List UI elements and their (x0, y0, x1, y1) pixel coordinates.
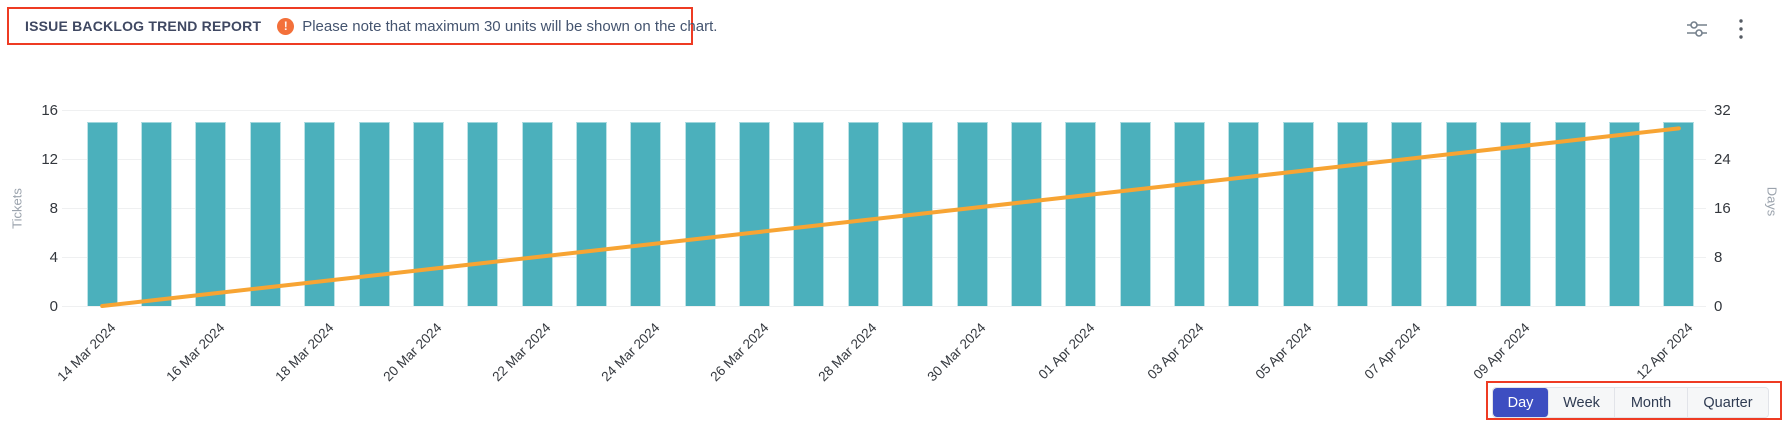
bar (86, 122, 118, 306)
bar (521, 122, 553, 306)
bar (847, 122, 879, 306)
right-axis-tick: 0 (1714, 298, 1723, 315)
period-button-week[interactable]: Week (1549, 388, 1615, 417)
bar (1337, 122, 1369, 306)
bar (195, 122, 227, 306)
right-axis-tick: 24 (1714, 151, 1731, 168)
bar (1391, 122, 1423, 306)
annotation-box-period-toggle (1486, 381, 1782, 420)
x-axis-label: 28 Mar 2024 (815, 320, 880, 385)
bar (1119, 122, 1151, 306)
bar (358, 122, 390, 306)
bar (1174, 122, 1206, 306)
bar (467, 122, 499, 306)
bar (1228, 122, 1260, 306)
bar (1010, 122, 1042, 306)
x-axis-label: 12 Apr 2024 (1633, 320, 1696, 383)
bar (630, 122, 662, 306)
period-button-quarter[interactable]: Quarter (1688, 388, 1768, 417)
right-axis-tick: 32 (1714, 102, 1731, 119)
bar (575, 122, 607, 306)
x-axis-label: 01 Apr 2024 (1035, 320, 1098, 383)
bar (1445, 122, 1477, 306)
right-axis-title: Days (1764, 186, 1780, 217)
x-axis-label: 18 Mar 2024 (272, 320, 337, 385)
chart-toolbar (1684, 16, 1754, 42)
period-button-day[interactable]: Day (1493, 388, 1549, 417)
x-axis-label: 09 Apr 2024 (1470, 320, 1533, 383)
bar (1663, 122, 1695, 306)
max-units-note: Please note that maximum 30 units will b… (302, 17, 718, 35)
left-axis-tick: 12 (41, 151, 58, 168)
bar (249, 122, 281, 306)
x-axis-label: 26 Mar 2024 (706, 320, 772, 385)
bar (1282, 122, 1314, 306)
bar (902, 122, 934, 306)
bar (956, 122, 988, 306)
bar (684, 122, 716, 306)
bar (1065, 122, 1097, 306)
report-title: ISSUE BACKLOG TREND REPORT (25, 18, 262, 34)
right-axis-tick: 8 (1714, 249, 1723, 266)
sliders-icon[interactable] (1684, 16, 1710, 42)
gridline (62, 110, 1706, 111)
bar (1608, 122, 1640, 306)
x-axis-label: 16 Mar 2024 (163, 320, 228, 385)
gridline (62, 306, 1706, 307)
bar (412, 122, 444, 306)
right-axis-tick: 16 (1714, 200, 1731, 217)
x-axis-label: 20 Mar 2024 (380, 320, 445, 385)
x-axis-label: 14 Mar 2024 (54, 320, 119, 385)
x-axis-label: 03 Apr 2024 (1144, 320, 1207, 383)
period-toggle-group: Day Week Month Quarter (1492, 387, 1769, 418)
bar (304, 122, 336, 306)
left-axis-tick: 4 (49, 249, 58, 266)
left-axis-tick: 16 (41, 102, 58, 119)
bar (1554, 122, 1586, 306)
annotation-box-header: ISSUE BACKLOG TREND REPORT ! Please note… (7, 7, 717, 45)
bar (141, 122, 173, 306)
left-axis-tick: 0 (49, 298, 58, 315)
kebab-menu-icon[interactable] (1728, 16, 1754, 42)
x-axis-label: 07 Apr 2024 (1361, 320, 1424, 383)
left-axis-title: Tickets (9, 188, 25, 229)
x-axis-label: 30 Mar 2024 (924, 320, 989, 385)
x-axis-label: 24 Mar 2024 (598, 320, 663, 385)
bar (739, 122, 771, 306)
x-axis-label: 05 Apr 2024 (1252, 320, 1315, 383)
left-axis-tick: 8 (49, 200, 58, 217)
period-button-month[interactable]: Month (1615, 388, 1688, 417)
x-axis-label: 22 Mar 2024 (489, 320, 554, 385)
bar (1500, 122, 1532, 306)
warning-circle-icon: ! (277, 17, 295, 35)
bar (793, 122, 825, 306)
